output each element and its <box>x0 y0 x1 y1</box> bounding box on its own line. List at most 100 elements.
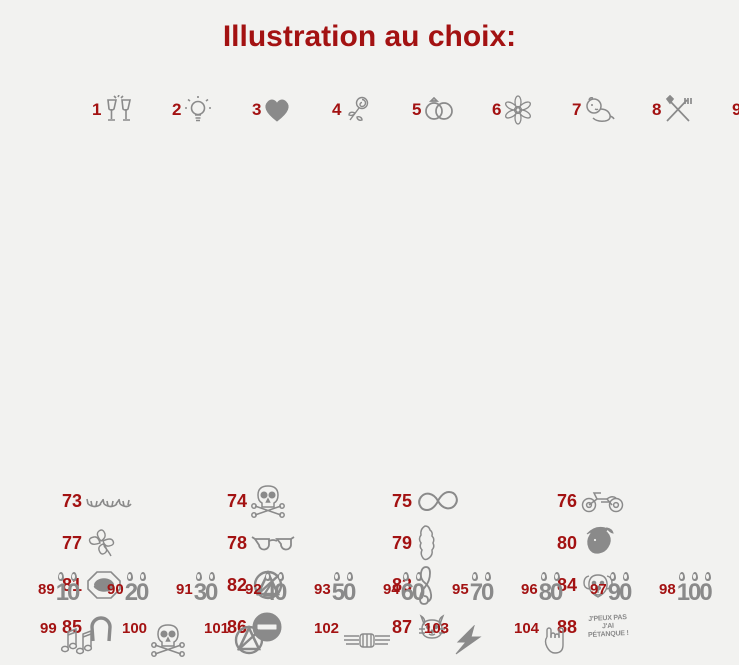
four-leaf-clover-icon <box>86 527 118 559</box>
baby-icon <box>583 96 617 123</box>
moors-head-icon <box>581 526 615 560</box>
catalog-item[interactable]: 5 <box>412 88 492 131</box>
item-number: 98 <box>659 580 676 598</box>
toasting-glasses-icon <box>103 94 135 125</box>
motorcycle-icon <box>581 488 625 514</box>
catalog-item[interactable]: 81 STOP <box>62 564 227 606</box>
candle-number-icon: 60 <box>400 571 426 606</box>
catalog-item[interactable]: 80 <box>557 522 722 564</box>
treble-clef-icon <box>416 565 438 605</box>
catalog-item[interactable]: 90 20 <box>107 566 176 612</box>
last-icon-row: 99 100 101 102 103 104 <box>40 618 700 662</box>
candle-value: 80 <box>538 578 564 606</box>
candle-number-icon: 70 <box>469 571 495 606</box>
mandala-flower-icon <box>503 94 533 125</box>
catalog-item[interactable]: 98 100 <box>659 566 728 612</box>
candle-value: 90 <box>607 578 633 606</box>
item-number: 77 <box>62 533 83 553</box>
catalog-item[interactable]: 91 30 <box>176 566 245 612</box>
catalog-item[interactable]: 8 <box>652 88 732 131</box>
catalog-item[interactable]: 93 50 <box>314 566 383 612</box>
candle-number-icon: 30 <box>193 571 219 606</box>
catalog-item[interactable]: 96 80 <box>521 566 590 612</box>
item-number: 9 <box>732 100 739 119</box>
music-notes-icon <box>60 624 96 656</box>
candle-number-icon: 50 <box>331 571 357 606</box>
lightbulb-icon <box>183 95 213 125</box>
item-number: 2 <box>172 100 182 119</box>
stop-sign-icon: STOP <box>86 569 122 601</box>
candle-value: 60 <box>400 578 426 606</box>
catalog-item[interactable]: 101 <box>204 618 314 662</box>
item-number: 78 <box>227 533 248 553</box>
item-number: 8 <box>652 100 662 119</box>
item-number: 83 <box>392 575 413 595</box>
item-number: 97 <box>590 580 607 598</box>
item-number: 73 <box>62 491 83 511</box>
horseshoe-icon <box>86 611 116 643</box>
anarchy-symbol-icon <box>232 624 266 656</box>
catalog-item[interactable]: 99 <box>40 618 122 662</box>
item-number: 104 <box>514 620 540 637</box>
item-number: 94 <box>383 580 400 598</box>
eyelashes-icon <box>86 490 132 512</box>
catalog-item[interactable]: 84 <box>557 564 722 606</box>
dog-face-icon <box>581 570 615 600</box>
skull-crossbones-icon <box>251 484 285 518</box>
catalog-item[interactable]: 2 <box>172 88 252 131</box>
item-number: 7 <box>572 100 582 119</box>
item-number: 84 <box>557 575 578 595</box>
wedding-rings-icon <box>423 96 455 123</box>
catalog-item[interactable]: 78 <box>227 522 392 564</box>
catalog-item[interactable]: 6 <box>492 88 572 131</box>
catalog-item[interactable]: 79 <box>392 522 557 564</box>
item-number: 80 <box>557 533 578 553</box>
catalog-item[interactable]: 1 <box>92 88 172 131</box>
catalog-item[interactable]: 87 <box>392 606 557 648</box>
catalog-item[interactable]: 88 J'PEUX PAS J'AI PÉTANQUE ! <box>557 606 722 648</box>
svg-text:STOP: STOP <box>95 583 114 590</box>
catalog-item[interactable]: 89 10 <box>38 566 107 612</box>
catalog-item[interactable]: 77 <box>62 522 227 564</box>
candle-value: 30 <box>193 578 219 606</box>
catalog-item[interactable]: 82 <box>227 564 392 606</box>
item-number: 3 <box>252 100 262 119</box>
item-number: 5 <box>412 100 422 119</box>
item-number: 6 <box>492 100 502 119</box>
catalog-item[interactable]: 102 <box>314 618 424 662</box>
catalog-item[interactable]: 103 <box>424 618 514 662</box>
fist-bump-icon <box>342 628 392 652</box>
item-number: 102 <box>314 620 340 637</box>
catalog-item[interactable]: 7 <box>572 88 652 131</box>
item-number: 74 <box>227 491 248 511</box>
catalog-item[interactable]: 83 <box>392 564 557 606</box>
catalog-item[interactable]: 9 <box>732 88 739 131</box>
item-number: 96 <box>521 580 538 598</box>
catalog-item[interactable]: 3 <box>252 88 332 131</box>
candle-number-icon: 40 <box>262 571 288 606</box>
item-number: 99 <box>40 620 57 637</box>
catalog-item[interactable]: 4 <box>332 88 412 131</box>
catalog-item[interactable]: 74 <box>227 480 392 522</box>
candle-number-icon: 10 <box>56 571 80 605</box>
catalog-item[interactable]: 75 <box>392 480 557 522</box>
catalog-item[interactable]: 94 60 <box>383 566 452 612</box>
catalog-item[interactable]: 73 <box>62 480 227 522</box>
item-number: 90 <box>107 580 124 598</box>
wide-icon-grid: 73 74 75 76 77 78 79 80 81 STOP 82 83 84 … <box>62 480 722 648</box>
item-number: 89 <box>38 580 55 598</box>
catalog-item[interactable]: 76 <box>557 480 722 522</box>
catalog-item[interactable]: 100 <box>122 618 204 662</box>
candle-value: 40 <box>262 578 288 606</box>
item-number: 4 <box>332 100 342 119</box>
candle-value: 70 <box>469 578 495 606</box>
item-number: 93 <box>314 580 331 598</box>
candle-value: 50 <box>331 578 357 606</box>
catalog-item[interactable]: 95 70 <box>452 566 521 612</box>
catalog-item[interactable]: 97 90 <box>590 566 659 612</box>
catalog-item[interactable]: 92 40 <box>245 566 314 612</box>
catalog-item[interactable]: 104 <box>514 618 604 662</box>
item-number: 87 <box>392 617 413 637</box>
item-number: 103 <box>424 620 450 637</box>
